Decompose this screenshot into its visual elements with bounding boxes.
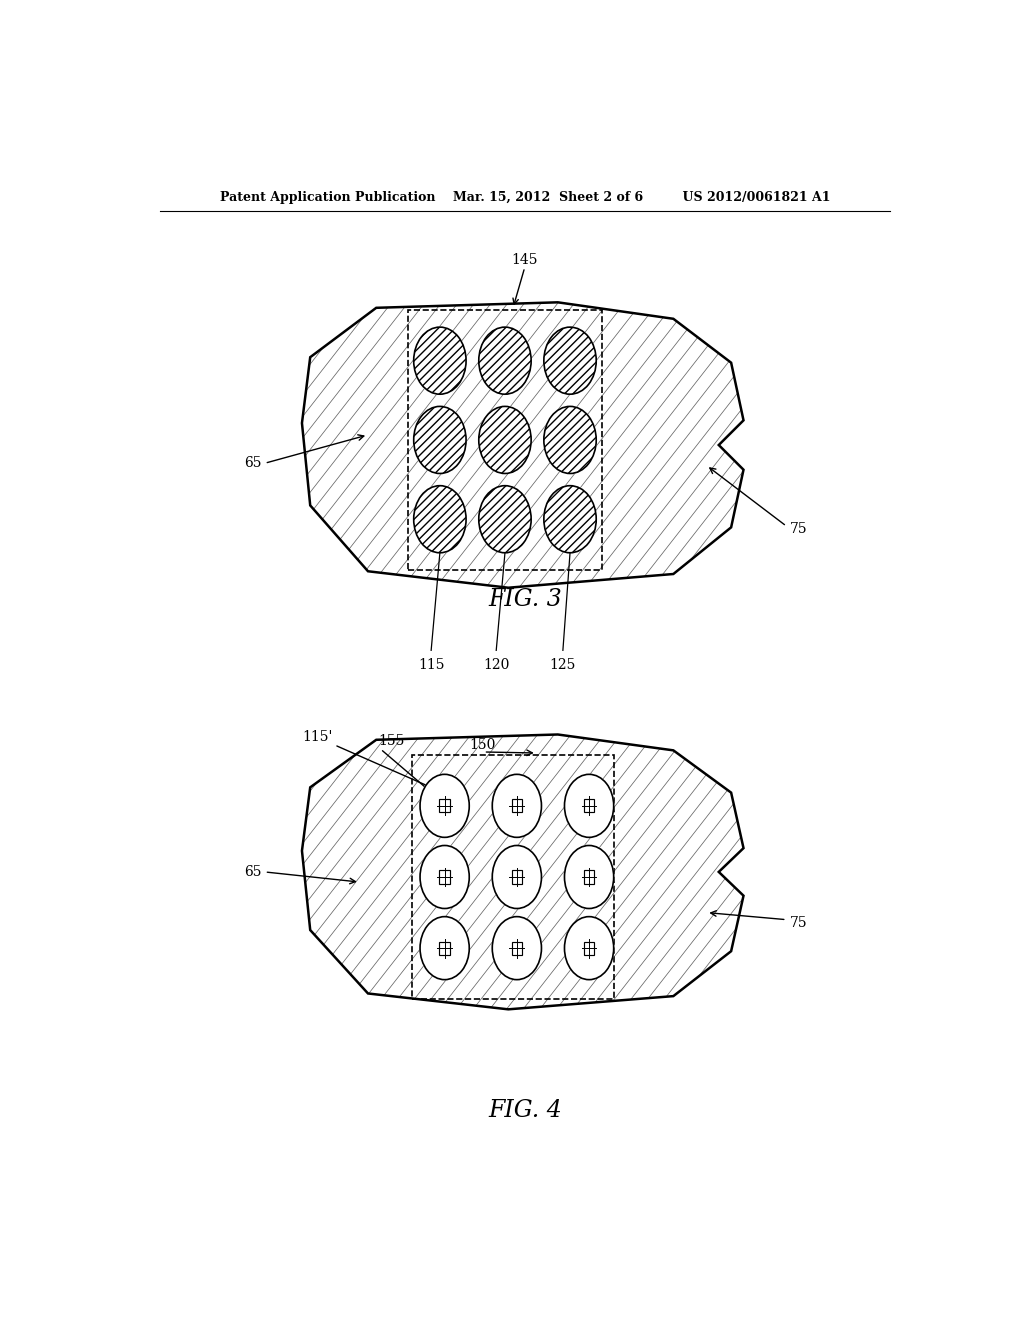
Circle shape — [493, 775, 542, 837]
Bar — [439, 941, 450, 954]
Circle shape — [564, 846, 613, 908]
Text: 115': 115' — [302, 730, 333, 744]
Circle shape — [493, 916, 542, 979]
Text: 65: 65 — [244, 457, 261, 470]
Circle shape — [544, 486, 596, 553]
Circle shape — [564, 916, 613, 979]
Bar — [584, 870, 594, 883]
Circle shape — [420, 846, 469, 908]
Bar — [439, 870, 450, 883]
Circle shape — [414, 327, 466, 395]
Circle shape — [544, 407, 596, 474]
Circle shape — [414, 486, 466, 553]
Circle shape — [564, 775, 613, 837]
Circle shape — [544, 407, 596, 474]
Circle shape — [414, 486, 466, 553]
Circle shape — [544, 327, 596, 395]
Bar — [439, 799, 450, 813]
Text: 120: 120 — [483, 659, 509, 672]
Circle shape — [414, 327, 466, 395]
Text: 75: 75 — [790, 916, 808, 929]
Polygon shape — [302, 734, 743, 1010]
Text: 115: 115 — [418, 659, 444, 672]
Text: 65: 65 — [244, 865, 261, 879]
Circle shape — [479, 407, 531, 474]
Circle shape — [479, 327, 531, 395]
Circle shape — [544, 327, 596, 395]
Bar — [512, 870, 522, 883]
Text: 75: 75 — [790, 523, 808, 536]
Circle shape — [479, 407, 531, 474]
Text: 145: 145 — [512, 253, 538, 267]
Circle shape — [420, 775, 469, 837]
Circle shape — [479, 486, 531, 553]
Text: 150: 150 — [469, 738, 496, 752]
Bar — [408, 310, 602, 569]
Circle shape — [414, 407, 466, 474]
Polygon shape — [302, 302, 743, 587]
Circle shape — [414, 407, 466, 474]
Bar — [584, 799, 594, 813]
Bar — [584, 941, 594, 954]
Text: Patent Application Publication    Mar. 15, 2012  Sheet 2 of 6         US 2012/00: Patent Application Publication Mar. 15, … — [219, 190, 830, 203]
Bar — [412, 755, 614, 999]
Circle shape — [544, 486, 596, 553]
Text: 125: 125 — [550, 659, 577, 672]
Bar — [512, 941, 522, 954]
Circle shape — [420, 916, 469, 979]
Circle shape — [493, 846, 542, 908]
Circle shape — [479, 327, 531, 395]
Text: 155: 155 — [379, 734, 406, 748]
Bar — [512, 799, 522, 813]
Text: FIG. 4: FIG. 4 — [487, 1100, 562, 1122]
Circle shape — [479, 486, 531, 553]
Text: FIG. 3: FIG. 3 — [487, 587, 562, 611]
